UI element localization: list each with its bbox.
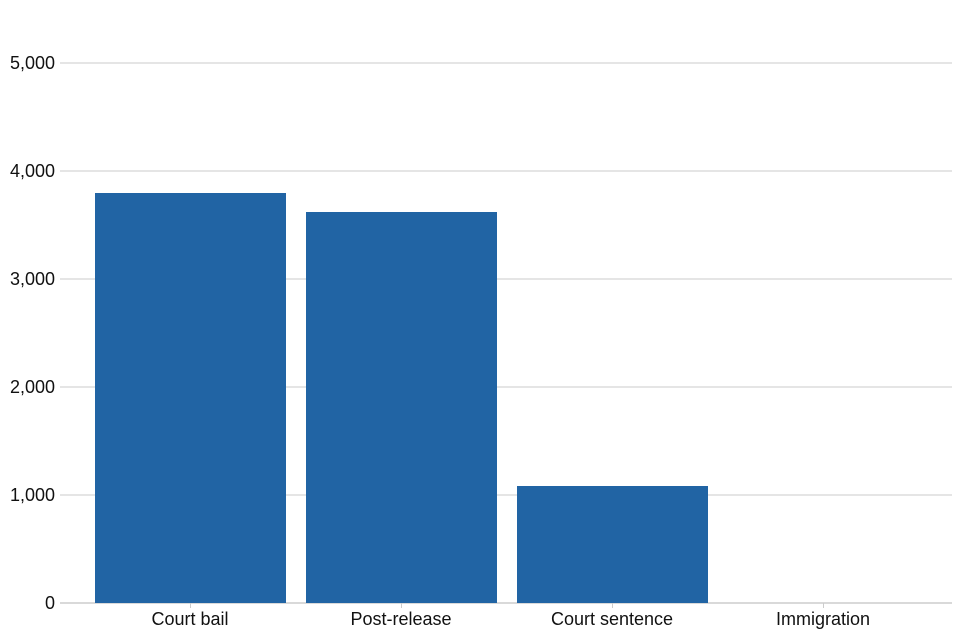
- y-axis-tick-label-0: 0: [44, 593, 55, 613]
- y-axis-tick-label-3-000: 3,000: [9, 269, 55, 289]
- y-axis-tick-label-5-000: 5,000: [9, 53, 55, 73]
- x-axis-category-label-court-sentence: Court sentence: [550, 609, 674, 629]
- x-axis-category-label-post-release: Post-release: [350, 609, 452, 629]
- gridline-4-000: [60, 170, 952, 172]
- bar-post-release[interactable]: [305, 212, 497, 603]
- bar-court-bail[interactable]: [94, 192, 286, 603]
- x-axis-tick-mark-post-release: [401, 603, 402, 608]
- x-axis-tick-mark-court-bail: [190, 603, 191, 608]
- gridline-5-000: [60, 62, 952, 64]
- gridline-3-000: [60, 278, 952, 280]
- gridline-1-000: [60, 494, 952, 496]
- y-axis-tick-label-1-000: 1,000: [9, 485, 55, 505]
- gridline-0: [60, 602, 952, 604]
- x-axis-category-label-immigration: Immigration: [775, 609, 871, 629]
- x-axis-category-label-court-bail: Court bail: [151, 609, 229, 629]
- y-axis-tick-label-4-000: 4,000: [9, 161, 55, 181]
- y-axis-tick-label-2-000: 2,000: [9, 377, 55, 397]
- x-axis-tick-mark-court-sentence: [612, 603, 613, 608]
- x-axis-tick-mark-immigration: [823, 603, 824, 608]
- bar-court-sentence[interactable]: [516, 486, 708, 603]
- gridline-2-000: [60, 386, 952, 388]
